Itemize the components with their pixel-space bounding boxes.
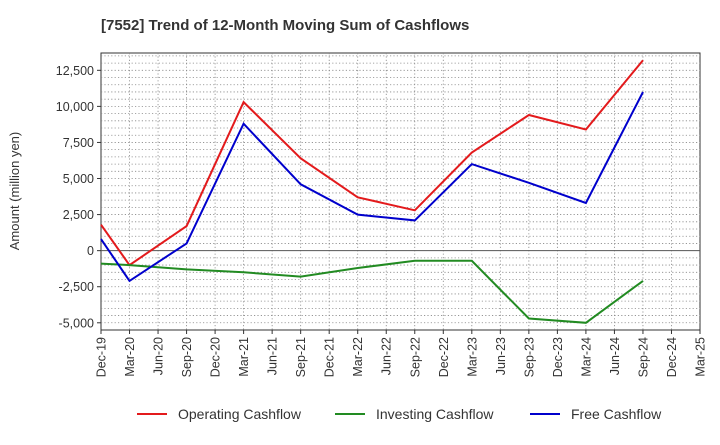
x-tick-label: Dec-24 [665, 337, 679, 377]
y-tick-label: -5,000 [59, 316, 94, 330]
legend-label-free-cashflow: Free Cashflow [571, 406, 662, 422]
legend-label-operating-cashflow: Operating Cashflow [178, 406, 302, 422]
y-tick-label: 12,500 [56, 64, 94, 78]
x-tick-label: Sep-24 [636, 337, 650, 377]
y-tick-label: 2,500 [63, 208, 94, 222]
x-tick-label: Dec-22 [437, 337, 451, 377]
x-tick-label: Mar-22 [351, 337, 365, 377]
x-tick-label: Dec-23 [551, 337, 565, 377]
x-tick-label: Mar-24 [579, 337, 593, 377]
plot-area [100, 52, 701, 331]
x-tick-label: Sep-21 [294, 337, 308, 377]
x-tick-label: Dec-20 [209, 337, 223, 377]
x-tick-label: Jun-21 [266, 337, 280, 375]
y-tick-label: 10,000 [56, 100, 94, 114]
x-tick-label: Mar-20 [123, 337, 137, 377]
free-cashflow-line [100, 91, 644, 283]
investing-cashflow-line [100, 259, 644, 324]
x-tick-label: Jun-20 [152, 337, 166, 375]
x-tick-label: Mar-21 [237, 337, 251, 377]
operating-cashflow-line [100, 59, 644, 267]
x-tick-label: Sep-20 [180, 337, 194, 377]
x-tick-label: Jun-24 [608, 337, 622, 375]
x-tick-label: Jun-23 [494, 337, 508, 375]
y-axis-label: Amount (million yen) [7, 132, 22, 251]
plot-frame [100, 52, 701, 331]
x-tick-label: Dec-19 [95, 337, 109, 377]
x-tick-label: Jun-22 [380, 337, 394, 375]
x-tick-label: Mar-23 [465, 337, 479, 377]
x-tick-label: Sep-23 [522, 337, 536, 377]
y-tick-label: 0 [87, 244, 94, 258]
y-tick-label: 5,000 [63, 172, 94, 186]
y-tick-label: 7,500 [63, 136, 94, 150]
legend: Operating Cashflow Investing Cashflow Free… [137, 406, 662, 422]
y-tick-label: -2,500 [59, 280, 94, 294]
x-tick-label: Dec-21 [323, 337, 337, 377]
series-lines [100, 59, 644, 324]
x-tick-label: Mar-25 [694, 337, 708, 377]
x-tick-label: Sep-22 [408, 337, 422, 377]
chart-title: [7552] Trend of 12-Month Moving Sum of C… [101, 17, 469, 34]
y-axis-ticks: 12,500 10,000 7,500 5,000 2,500 0 -2,500 -5,000 [56, 64, 101, 330]
x-axis-ticks: Dec-19 Mar-20 Jun-20 Sep-20 Dec-20 Mar-21 Jun-… [95, 330, 708, 377]
legend-label-investing-cashflow: Investing Cashflow [376, 406, 494, 422]
